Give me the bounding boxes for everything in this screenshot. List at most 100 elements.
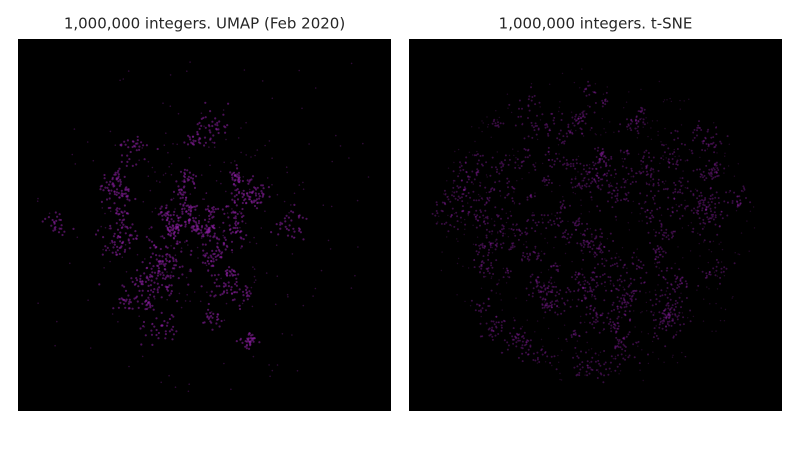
point [693, 136, 696, 139]
point [576, 340, 579, 342]
point [623, 336, 626, 339]
point [354, 274, 356, 277]
point [685, 286, 688, 289]
point [223, 319, 226, 322]
point [245, 201, 248, 204]
point [676, 301, 679, 304]
point [172, 259, 175, 263]
point [207, 269, 210, 272]
point [657, 184, 660, 187]
point [678, 268, 681, 271]
point [658, 250, 661, 253]
point [581, 132, 584, 135]
point [723, 266, 726, 269]
point [679, 323, 682, 326]
point [603, 155, 605, 158]
point [475, 199, 478, 202]
point [639, 369, 641, 371]
point [162, 263, 165, 266]
point [177, 216, 180, 219]
point [698, 205, 701, 208]
point [709, 207, 712, 210]
point [577, 289, 580, 292]
point [495, 245, 498, 248]
point [512, 223, 515, 226]
point [503, 320, 506, 323]
point [490, 242, 493, 245]
point [210, 290, 213, 293]
point [482, 255, 485, 258]
point [569, 305, 572, 308]
point [602, 93, 605, 95]
point [489, 333, 492, 336]
point [179, 216, 182, 219]
point [168, 330, 171, 333]
point [671, 318, 673, 320]
point [640, 171, 643, 174]
point [652, 216, 655, 219]
point [586, 374, 589, 377]
point [470, 205, 473, 208]
point [238, 304, 241, 307]
point [314, 287, 317, 290]
point [234, 211, 237, 214]
point [141, 280, 144, 283]
point [488, 241, 491, 244]
point [445, 192, 447, 195]
point [180, 189, 183, 192]
point [230, 286, 233, 289]
point [696, 126, 699, 129]
point [634, 119, 637, 122]
point [709, 172, 712, 175]
point [41, 220, 44, 223]
point [614, 201, 617, 204]
point [612, 358, 615, 360]
point [467, 211, 470, 213]
point [543, 177, 546, 179]
point [599, 188, 602, 191]
point [599, 251, 602, 253]
point [595, 235, 598, 238]
point [483, 220, 486, 223]
point [236, 229, 239, 232]
point [665, 315, 668, 318]
point [236, 176, 239, 179]
point [159, 273, 162, 276]
point [206, 291, 208, 294]
point [625, 305, 628, 308]
point [210, 274, 213, 277]
point [723, 320, 726, 322]
point [597, 187, 600, 189]
point [544, 298, 547, 301]
point [470, 181, 473, 184]
point [599, 157, 602, 160]
point [610, 155, 613, 158]
point [745, 197, 747, 199]
point [685, 282, 688, 285]
point [155, 277, 158, 280]
point [529, 345, 532, 348]
point [676, 277, 679, 279]
point [723, 172, 725, 174]
point [136, 139, 139, 142]
point [284, 220, 287, 223]
point [696, 197, 699, 200]
point [581, 286, 584, 289]
point [478, 309, 480, 312]
point [235, 277, 238, 280]
point [624, 301, 627, 303]
point [655, 265, 658, 268]
point [507, 163, 510, 166]
point [653, 229, 655, 231]
point [548, 304, 551, 307]
point [536, 124, 538, 127]
point [663, 309, 666, 312]
point [692, 193, 695, 195]
point [168, 254, 171, 257]
point [541, 298, 544, 301]
point [649, 217, 652, 220]
point [99, 185, 102, 188]
point [559, 264, 561, 267]
point [138, 289, 141, 292]
point [704, 208, 707, 211]
